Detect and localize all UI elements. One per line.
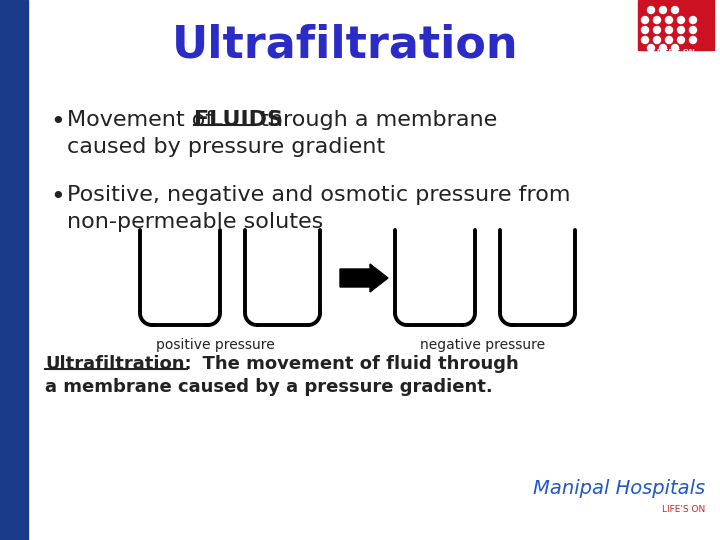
Text: LIFE'S ON: LIFE'S ON [657,49,695,55]
Circle shape [642,17,649,24]
Circle shape [654,37,660,44]
Text: Ultrafiltration: Ultrafiltration [171,24,518,66]
Circle shape [678,26,685,33]
Circle shape [672,44,678,51]
Text: caused by pressure gradient: caused by pressure gradient [67,137,385,157]
Circle shape [642,37,649,44]
FancyArrow shape [340,264,388,292]
Circle shape [678,37,685,44]
Circle shape [654,17,660,24]
Circle shape [642,26,649,33]
Circle shape [678,17,685,24]
Circle shape [690,37,696,44]
Circle shape [690,17,696,24]
Text: The movement of fluid through: The movement of fluid through [190,355,518,373]
Circle shape [660,44,667,51]
Text: through a membrane: through a membrane [253,110,498,130]
Circle shape [647,44,654,51]
Circle shape [665,26,672,33]
Circle shape [690,26,696,33]
Text: Ultrafiltration:: Ultrafiltration: [45,355,192,373]
Text: Positive, negative and osmotic pressure from: Positive, negative and osmotic pressure … [67,185,570,205]
Bar [0,0,28,540]
Circle shape [672,6,678,14]
Circle shape [647,6,654,14]
Circle shape [660,6,667,14]
Bar [638,0,714,50]
Text: •: • [50,110,65,134]
Text: •: • [50,185,65,209]
Text: positive pressure: positive pressure [156,338,274,352]
Text: negative pressure: negative pressure [420,338,546,352]
Text: Movement of: Movement of [67,110,220,130]
Text: FLUIDS: FLUIDS [194,110,283,130]
Text: non-permeable solutes: non-permeable solutes [67,212,323,232]
Text: a membrane caused by a pressure gradient.: a membrane caused by a pressure gradient… [45,378,492,396]
Circle shape [665,17,672,24]
Circle shape [665,37,672,44]
Text: LIFE'S ON: LIFE'S ON [662,505,705,514]
Circle shape [654,26,660,33]
Text: Manipal Hospitals: Manipal Hospitals [533,479,705,498]
